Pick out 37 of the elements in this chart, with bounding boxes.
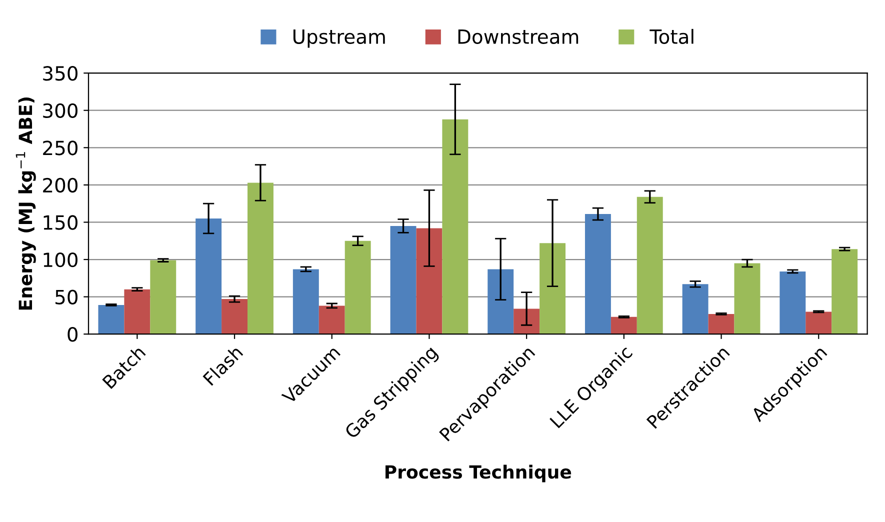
legend-label: Downstream <box>458 30 578 44</box>
bar <box>832 249 858 334</box>
bar <box>124 289 150 334</box>
x-axis-title: Process Technique <box>386 464 572 482</box>
bar <box>514 308 540 334</box>
bar <box>636 196 663 334</box>
bar <box>98 304 124 334</box>
bar <box>682 284 708 334</box>
y-tick-label: 0 <box>68 327 78 342</box>
bar <box>292 269 319 334</box>
bar <box>780 271 806 334</box>
legend-label: Total <box>650 28 694 44</box>
legend-label: Upstream <box>293 30 385 48</box>
bar <box>150 260 176 334</box>
bar <box>390 226 416 334</box>
bar <box>416 228 442 334</box>
bar <box>610 316 637 334</box>
bar <box>318 306 345 334</box>
bar <box>708 314 734 334</box>
y-tick-label: 200 <box>43 178 78 193</box>
bar <box>344 240 371 334</box>
bar <box>734 263 760 334</box>
y-tick-label: 300 <box>43 103 78 118</box>
bar <box>806 312 832 334</box>
bar <box>222 299 248 334</box>
bar <box>442 119 468 334</box>
bar <box>584 214 611 334</box>
y-tick-label: 100 <box>44 252 78 268</box>
bar <box>196 218 222 334</box>
bar <box>488 269 514 334</box>
bar <box>540 243 566 334</box>
y-axis-title: Energy (MJ kg$^{−1}$ ABE) <box>16 97 36 310</box>
bar <box>248 182 274 334</box>
y-tick-label: 250 <box>43 140 78 156</box>
y-tick-label: 150 <box>44 215 78 230</box>
y-tick-label: 350 <box>43 66 78 81</box>
y-tick-label: 50 <box>56 290 78 304</box>
